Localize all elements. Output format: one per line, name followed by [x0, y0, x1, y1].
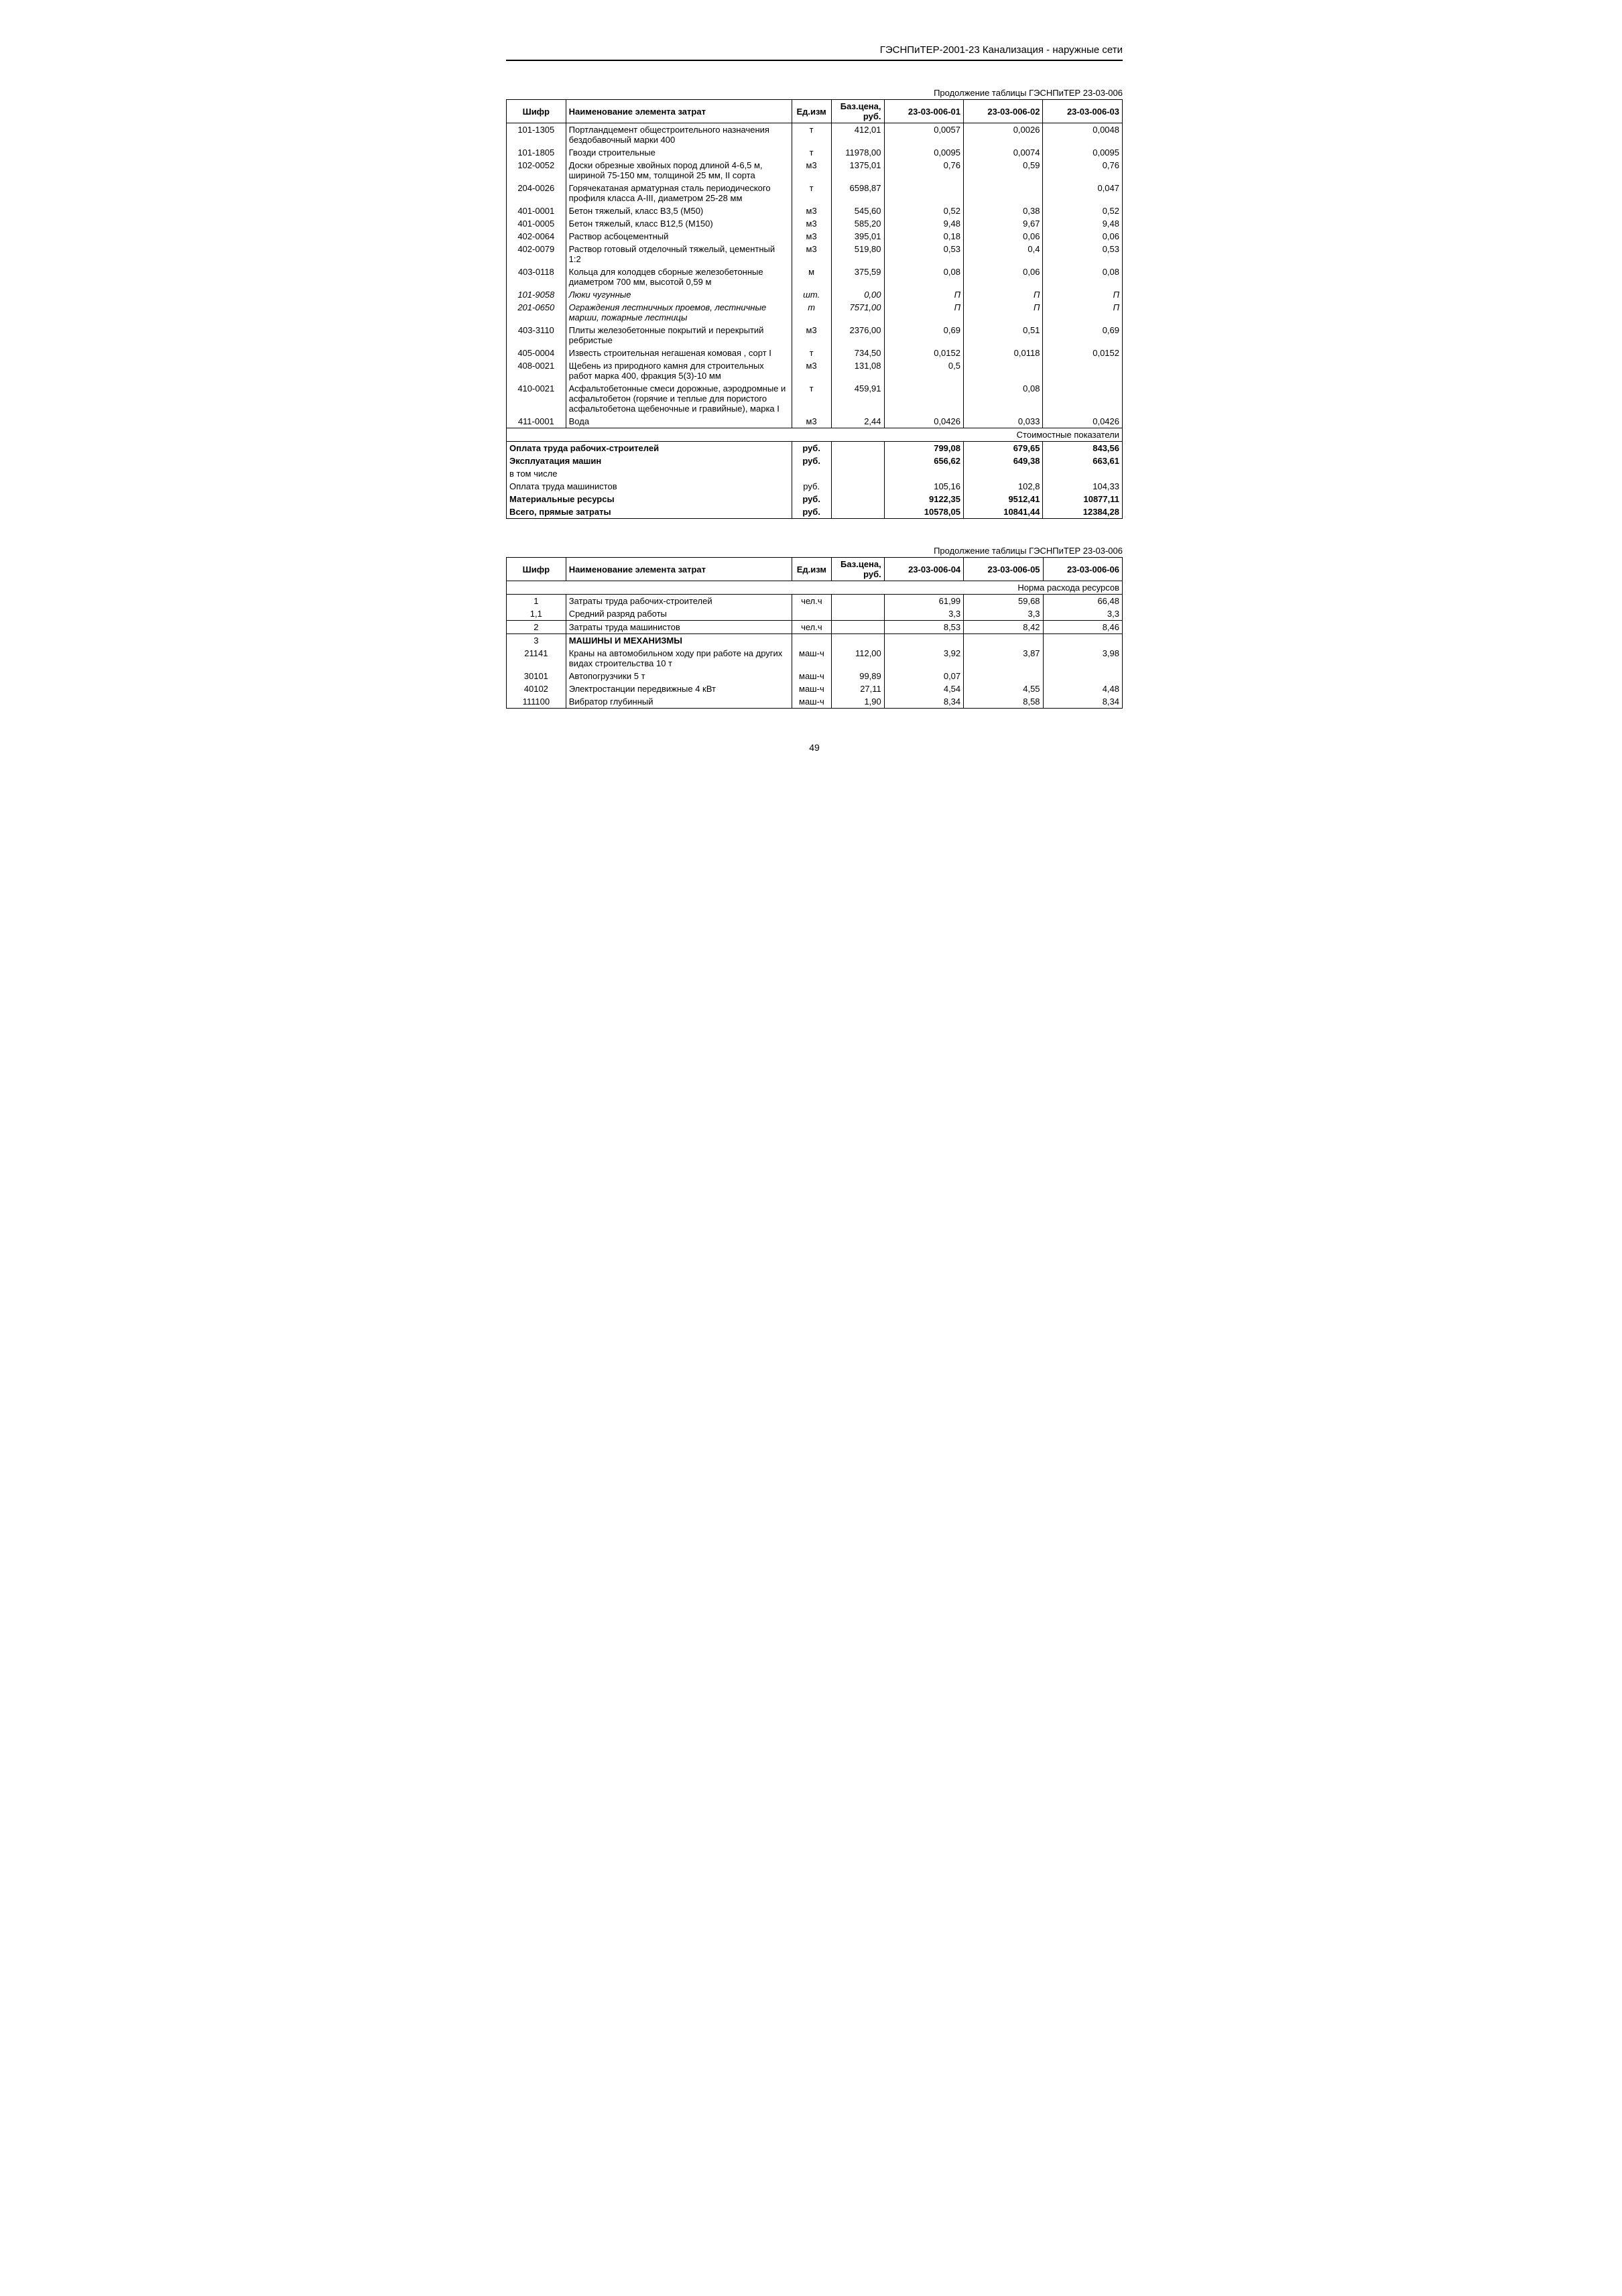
- th2-price: Баз.цена, руб.: [831, 558, 884, 581]
- summary-row: Оплата труда машинистовруб.105,16102,810…: [507, 480, 1123, 493]
- page-number: 49: [506, 742, 1123, 753]
- cost-section-label: Стоимостные показатели: [507, 428, 1123, 442]
- table-row: 201-0650Ограждения лестничных проемов, л…: [507, 301, 1123, 324]
- table-row: 411-0001Водам32,440,04260,0330,0426: [507, 415, 1123, 428]
- th2-code: Шифр: [507, 558, 566, 581]
- th-name: Наименование элемента затрат: [566, 100, 792, 123]
- table-row: 111100Вибратор глубинныймаш-ч1,908,348,5…: [507, 695, 1123, 709]
- th2-name: Наименование элемента затрат: [566, 558, 792, 581]
- table-row: 101-1805Гвозди строительныет11978,000,00…: [507, 146, 1123, 159]
- th-c2: 23-03-006-02: [963, 100, 1042, 123]
- doc-header: ГЭСНПиТЕР-2001-23 Канализация - наружные…: [506, 40, 1123, 61]
- th2-c1: 23-03-006-04: [884, 558, 963, 581]
- summary-row: в том числе: [507, 467, 1123, 480]
- table-row: 1,1Средний разряд работы3,33,33,3: [507, 607, 1123, 621]
- table-row: 405-0004Известь строительная негашеная к…: [507, 347, 1123, 359]
- table-row: 30101Автопогрузчики 5 тмаш-ч99,890,07: [507, 670, 1123, 682]
- table-row: 402-0064Раствор асбоцементныйм3395,010,1…: [507, 230, 1123, 243]
- th-price: Баз.цена, руб.: [831, 100, 884, 123]
- table-row: 403-3110Плиты железобетонные покрытий и …: [507, 324, 1123, 347]
- summary-row: Материальные ресурсыруб.9122,359512,4110…: [507, 493, 1123, 505]
- table-row: 3МАШИНЫ И МЕХАНИЗМЫ: [507, 634, 1123, 648]
- table-row: 403-0118Кольца для колодцев сборные желе…: [507, 265, 1123, 288]
- table-row: 1Затраты труда рабочих-строителейчел.ч61…: [507, 595, 1123, 608]
- table-row: 410-0021Асфальтобетонные смеси дорожные,…: [507, 382, 1123, 415]
- table-row: 40102Электростанции передвижные 4 кВтмаш…: [507, 682, 1123, 695]
- table2: Шифр Наименование элемента затрат Ед.изм…: [506, 557, 1123, 709]
- table-row: 204-0026Горячекатаная арматурная сталь п…: [507, 182, 1123, 204]
- table-row: 101-9058Люки чугунныешт.0,00ППП: [507, 288, 1123, 301]
- norm-label-row: Норма расхода ресурсов: [507, 581, 1123, 595]
- th-c3: 23-03-006-03: [1043, 100, 1123, 123]
- table-row: 401-0005Бетон тяжелый, класс В12,5 (М150…: [507, 217, 1123, 230]
- th2-c2: 23-03-006-05: [964, 558, 1043, 581]
- th-c1: 23-03-006-01: [884, 100, 963, 123]
- table-row: 101-1305Портландцемент общестроительного…: [507, 123, 1123, 147]
- table1: Шифр Наименование элемента затрат Ед.изм…: [506, 99, 1123, 519]
- table-row: 401-0001Бетон тяжелый, класс В3,5 (М50)м…: [507, 204, 1123, 217]
- table2-caption: Продолжение таблицы ГЭСНПиТЕР 23-03-006: [506, 546, 1123, 556]
- table-row: 2Затраты труда машинистовчел.ч8,538,428,…: [507, 621, 1123, 634]
- th-unit: Ед.изм: [792, 100, 831, 123]
- table-row: 21141Краны на автомобильном ходу при раб…: [507, 647, 1123, 670]
- th2-unit: Ед.изм: [792, 558, 831, 581]
- summary-row: Всего, прямые затратыруб.10578,0510841,4…: [507, 505, 1123, 519]
- table-row: 408-0021Щебень из природного камня для с…: [507, 359, 1123, 382]
- th-code: Шифр: [507, 100, 566, 123]
- summary-row: Эксплуатация машинруб.656,62649,38663,61: [507, 455, 1123, 467]
- th2-c3: 23-03-006-06: [1043, 558, 1122, 581]
- table-row: 102-0052Доски обрезные хвойных пород дли…: [507, 159, 1123, 182]
- table-row: 402-0079Раствор готовый отделочный тяжел…: [507, 243, 1123, 265]
- summary-row: Оплата труда рабочих-строителейруб.799,0…: [507, 442, 1123, 455]
- table1-caption: Продолжение таблицы ГЭСНПиТЕР 23-03-006: [506, 88, 1123, 98]
